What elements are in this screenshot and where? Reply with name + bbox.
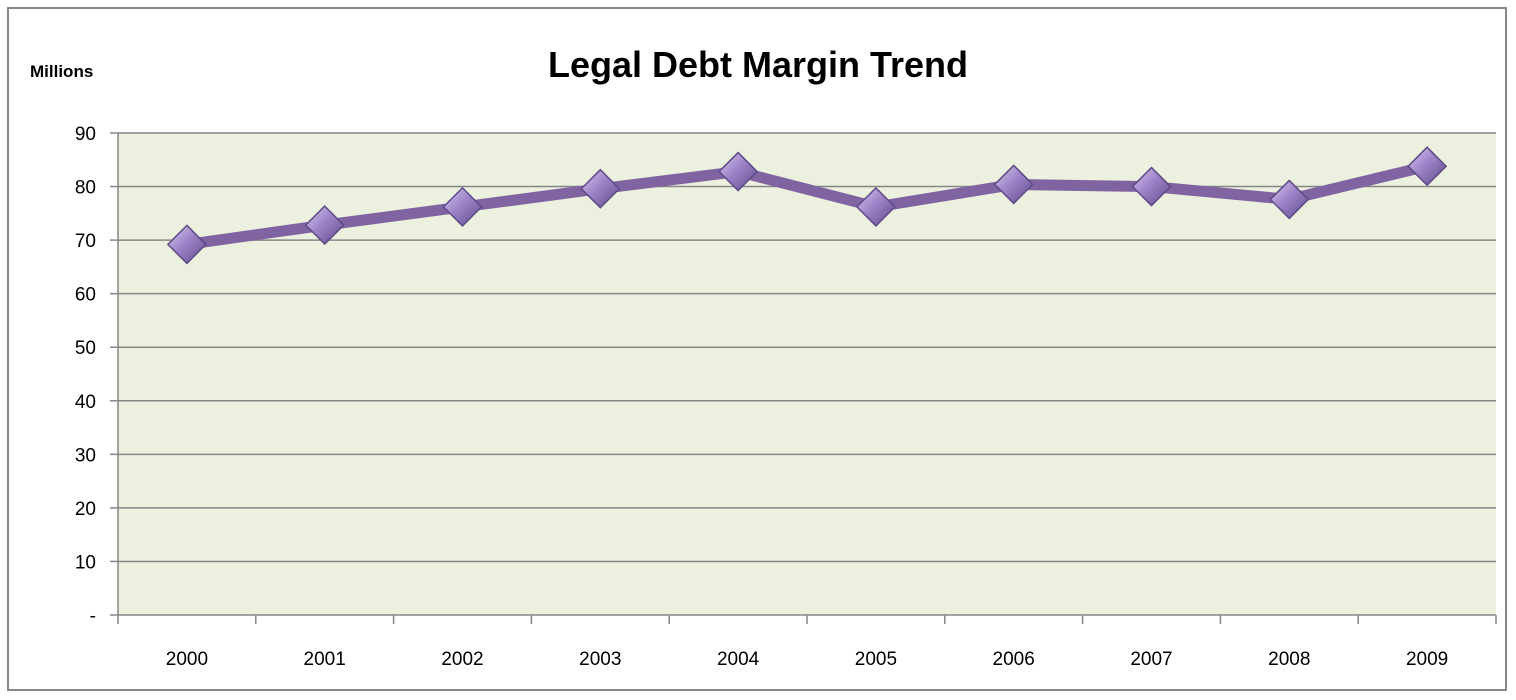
y-tick-label: 50 xyxy=(75,338,96,359)
x-tick-label: 2001 xyxy=(304,649,346,670)
plot-area xyxy=(118,133,1496,615)
y-tick-label: 70 xyxy=(75,231,96,252)
y-tick-label: 10 xyxy=(75,552,96,573)
data-point-marker xyxy=(718,151,759,192)
data-point-marker xyxy=(442,186,483,227)
data-point-marker xyxy=(1131,166,1172,207)
y-tick-label: 20 xyxy=(75,499,96,520)
x-tick-label: 2006 xyxy=(993,649,1035,670)
y-tick-label: - xyxy=(90,606,96,627)
x-tick-label: 2007 xyxy=(1130,649,1172,670)
y-tick-label: 30 xyxy=(75,445,96,466)
series xyxy=(166,146,1448,265)
y-tick-label: 60 xyxy=(75,285,96,306)
x-tick-label: 2008 xyxy=(1268,649,1310,670)
y-tick-label: 90 xyxy=(75,124,96,145)
data-point-marker xyxy=(993,164,1034,205)
y-tick-label: 40 xyxy=(75,392,96,413)
x-tick-label: 2004 xyxy=(717,649,760,670)
y-tick-label: 80 xyxy=(75,178,96,199)
data-point-marker xyxy=(166,224,207,265)
x-tick-label: 2009 xyxy=(1406,649,1448,670)
x-tick-label: 2003 xyxy=(579,649,621,670)
data-point-marker xyxy=(1407,146,1448,187)
series-line xyxy=(181,160,1433,250)
axes xyxy=(110,132,1497,624)
x-tick-label: 2002 xyxy=(441,649,483,670)
tick-labels: - 10 20 30 40 50 60 70 80 90 2000 2001 2002 2003 2004 2… xyxy=(75,124,1448,670)
data-point-marker xyxy=(855,186,896,227)
x-tick-label: 2000 xyxy=(166,649,208,670)
data-point-marker xyxy=(580,168,621,209)
y-axis-units-label: Millions xyxy=(30,62,94,81)
data-point-marker xyxy=(1269,179,1310,220)
chart-title: Legal Debt Margin Trend xyxy=(547,44,969,85)
x-tick-label: 2005 xyxy=(855,649,897,670)
data-point-marker xyxy=(304,205,345,246)
gridlines xyxy=(118,132,1496,563)
